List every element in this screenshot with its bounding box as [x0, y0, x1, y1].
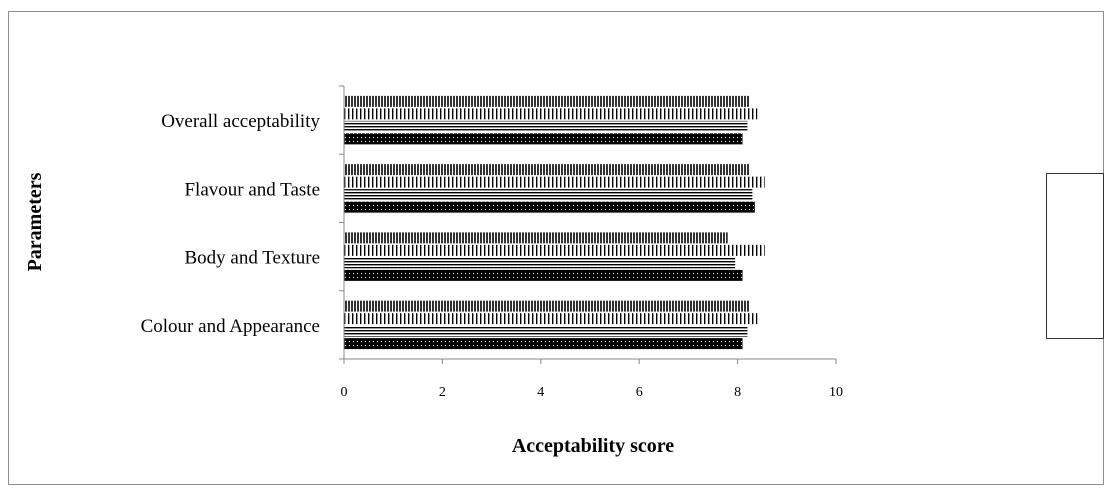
category-label-colour-and-appearance: Colour and Appearance [141, 316, 320, 337]
bar-overall-acceptability-t2 [344, 108, 758, 120]
category-label-overall-acceptability: Overall acceptability [161, 111, 320, 132]
bar-overall-acceptability-t3 [344, 95, 750, 107]
bar-colour-and-appearance-t2 [344, 313, 758, 325]
x-tick-label-6: 6 [636, 385, 643, 400]
bar-body-and-texture-t3 [344, 232, 728, 244]
bar-colour-and-appearance-t0 [344, 338, 743, 350]
y-axis-title: Parameters [24, 172, 46, 271]
bar-body-and-texture-t0 [344, 269, 743, 281]
bar-body-and-texture-t1 [344, 257, 736, 269]
bar-flavour-and-taste-t0 [344, 201, 755, 213]
bar-body-and-texture-t2 [344, 244, 765, 256]
bar-overall-acceptability-t1 [344, 120, 748, 132]
bar-flavour-and-taste-t1 [344, 189, 753, 201]
x-tick-label-4: 4 [537, 385, 544, 400]
category-label-body-and-texture: Body and Texture [184, 248, 320, 269]
bar-colour-and-appearance-t3 [344, 300, 750, 312]
bar-flavour-and-taste-t2 [344, 176, 765, 188]
x-tick-label-0: 0 [341, 385, 348, 400]
bars-group [344, 95, 765, 350]
bar-colour-and-appearance-t1 [344, 325, 748, 337]
axes-group [339, 85, 837, 364]
legend-box [1046, 173, 1104, 339]
x-tick-label-10: 10 [829, 385, 843, 400]
x-tick-label-2: 2 [439, 385, 446, 400]
x-axis-title: Acceptability score [512, 435, 674, 457]
x-tick-label-8: 8 [734, 385, 741, 400]
bar-flavour-and-taste-t3 [344, 164, 750, 176]
category-label-flavour-and-taste: Flavour and Taste [184, 179, 320, 200]
labels-group: Colour and Appearance Body and Texture Fla… [141, 111, 843, 400]
bar-overall-acceptability-t0 [344, 133, 743, 145]
